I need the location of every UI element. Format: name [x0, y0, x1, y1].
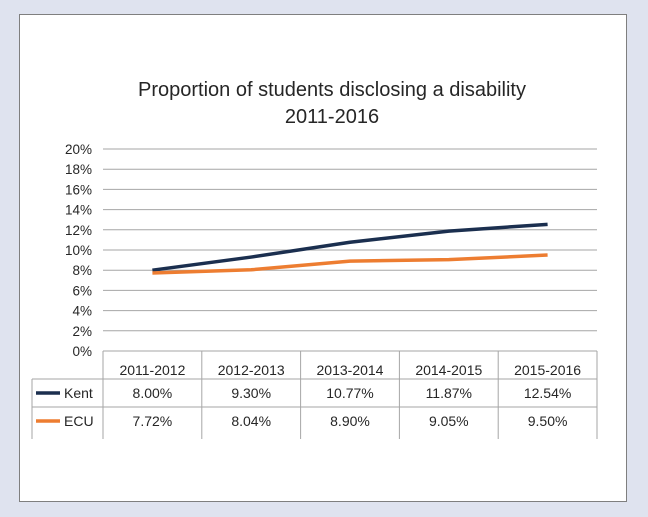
- data-table: 2011-2012 2012-2013 2013-2014 2014-2015 2015…: [31, 351, 598, 439]
- y-tick-label: 14%: [65, 203, 92, 218]
- data-label: 10.77%: [326, 385, 373, 401]
- y-tick-label: 20%: [65, 142, 92, 157]
- legend-label: Kent: [64, 385, 93, 401]
- data-label: 8.04%: [231, 413, 271, 429]
- x-tick-label: 2014-2015: [415, 362, 482, 378]
- data-label: 11.87%: [426, 385, 472, 401]
- chart-subtitle: 2011-2016: [285, 106, 379, 128]
- y-tick-label: 6%: [72, 283, 92, 298]
- x-tick-label: 2012-2013: [218, 362, 285, 378]
- y-tick-label: 12%: [65, 223, 92, 238]
- series-line: [152, 253, 548, 275]
- legend-label: ECU: [64, 413, 94, 429]
- data-label: 8.90%: [330, 413, 370, 429]
- chart-frame: Proportion of students disclosing a disa…: [19, 14, 627, 502]
- y-axis-ticks: 0% 2% 4% 6% 8% 10% 12% 14% 16% 18% 20%: [65, 142, 92, 359]
- data-label: 9.30%: [231, 385, 271, 401]
- data-label: 9.05%: [429, 413, 469, 429]
- series-line: [152, 222, 548, 272]
- series-lines: [152, 222, 548, 275]
- x-tick-label: 2015-2016: [514, 362, 581, 378]
- chart-title: Proportion of students disclosing a disa…: [138, 79, 526, 101]
- x-tick-label: 2011-2012: [119, 362, 185, 378]
- line-chart: Proportion of students disclosing a disa…: [31, 79, 598, 439]
- data-label: 12.54%: [524, 385, 571, 401]
- data-label: 7.72%: [133, 413, 173, 429]
- y-tick-label: 4%: [72, 304, 92, 319]
- y-tick-label: 0%: [72, 344, 92, 359]
- gridlines: [103, 148, 597, 352]
- y-tick-label: 2%: [72, 324, 92, 339]
- y-tick-label: 10%: [65, 243, 92, 258]
- data-label: 8.00%: [133, 385, 173, 401]
- y-tick-label: 18%: [65, 162, 92, 177]
- x-tick-label: 2013-2014: [317, 362, 384, 378]
- y-tick-label: 8%: [72, 263, 92, 278]
- y-tick-label: 16%: [65, 182, 92, 197]
- data-label: 9.50%: [528, 413, 568, 429]
